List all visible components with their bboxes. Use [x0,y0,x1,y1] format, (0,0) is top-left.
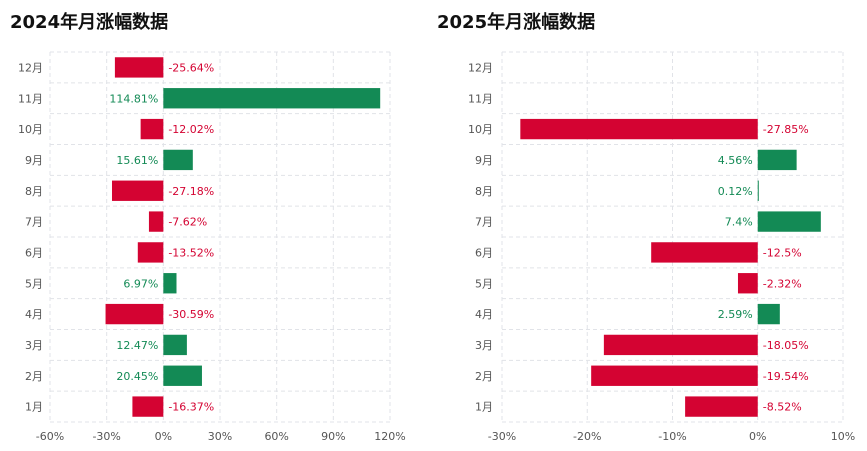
bar-2024-2 [163,365,202,386]
data-label-2024-3: 12.47% [116,339,158,352]
category-label-3月: 3月 [475,339,493,352]
bar-2024-12 [114,57,164,78]
category-label-4月: 4月 [475,308,493,321]
bar-2025-6 [651,242,758,263]
category-label-3月: 3月 [25,339,43,352]
bar-2025-2 [591,365,758,386]
data-label-2024-7: -7.62% [168,216,207,229]
bar-2025-4 [757,303,780,325]
category-label-1月: 1月 [25,401,43,414]
category-label-8月: 8月 [475,185,493,198]
data-label-2025-6: -12.5% [763,246,802,259]
category-label-7月: 7月 [25,216,43,229]
data-label-2024-5: 6.97% [123,277,158,290]
category-label-4月: 4月 [25,308,43,321]
data-label-2024-6: -13.52% [168,246,214,259]
bar-2025-9 [757,149,797,171]
chart-title-2025: 2025年月涨幅数据 [437,12,596,33]
data-label-2024-2: 20.45% [116,370,158,383]
data-label-2025-7: 7.4% [725,216,753,229]
category-label-12月: 12月 [18,61,43,74]
data-label-2024-11: 114.81% [109,92,158,105]
category-label-2月: 2月 [475,370,493,383]
category-label-7月: 7月 [475,216,493,229]
data-label-2024-9: 15.61% [116,154,158,167]
bar-2024-1 [132,396,164,417]
data-label-2024-12: -25.64% [168,61,214,74]
category-label-5月: 5月 [475,277,493,290]
category-label-6月: 6月 [25,246,43,259]
category-label-11月: 11月 [18,92,43,105]
x-tick-label: 0% [749,430,766,443]
bar-2025-5 [737,273,758,294]
data-label-2025-2: -19.54% [763,370,809,383]
data-label-2024-1: -16.37% [168,401,214,414]
chart-title-2024: 2024年月涨幅数据 [10,12,169,33]
x-tick-label: 60% [264,430,288,443]
x-tick-label: 0% [155,430,172,443]
category-label-10月: 10月 [468,123,493,136]
x-tick-label: -10% [658,430,686,443]
data-label-2025-3: -18.05% [763,339,809,352]
x-tick-label: 10% [831,430,855,443]
x-tick-label: 90% [321,430,345,443]
bar-2025-3 [603,334,758,356]
data-label-2024-10: -12.02% [168,123,214,136]
bar-2025-1 [685,396,758,417]
bar-2025-10 [520,118,758,140]
data-label-2025-9: 4.56% [718,154,753,167]
x-tick-label: -20% [573,430,601,443]
x-tick-label: 120% [374,430,405,443]
bar-2024-11 [163,88,381,109]
category-label-5月: 5月 [25,277,43,290]
data-label-2025-8: 0.12% [718,185,753,198]
category-label-6月: 6月 [475,246,493,259]
bar-2024-7 [148,211,164,232]
category-label-11月: 11月 [468,92,493,105]
bar-2024-4 [105,303,164,325]
data-label-2024-4: -30.59% [168,308,214,321]
category-label-10月: 10月 [18,123,43,136]
category-label-8月: 8月 [25,185,43,198]
category-label-12月: 12月 [468,61,493,74]
category-label-9月: 9月 [475,154,493,167]
data-label-2025-5: -2.32% [763,277,802,290]
data-label-2025-1: -8.52% [763,401,802,414]
bar-2024-6 [137,242,164,263]
x-tick-label: -30% [488,430,516,443]
data-label-2024-8: -27.18% [168,185,214,198]
category-label-9月: 9月 [25,154,43,167]
bar-2024-8 [111,180,164,201]
data-label-2025-10: -27.85% [763,123,809,136]
bar-2025-7 [757,211,821,232]
bar-2024-10 [140,118,164,140]
bar-2024-9 [163,149,193,171]
bar-2024-3 [163,334,187,356]
bar-2024-5 [163,273,177,294]
data-label-2025-4: 2.59% [718,308,753,321]
x-tick-label: -60% [36,430,64,443]
x-tick-label: 30% [208,430,232,443]
x-tick-label: -30% [92,430,120,443]
category-label-2月: 2月 [25,370,43,383]
bar-2025-8 [757,180,759,201]
category-label-1月: 1月 [475,401,493,414]
